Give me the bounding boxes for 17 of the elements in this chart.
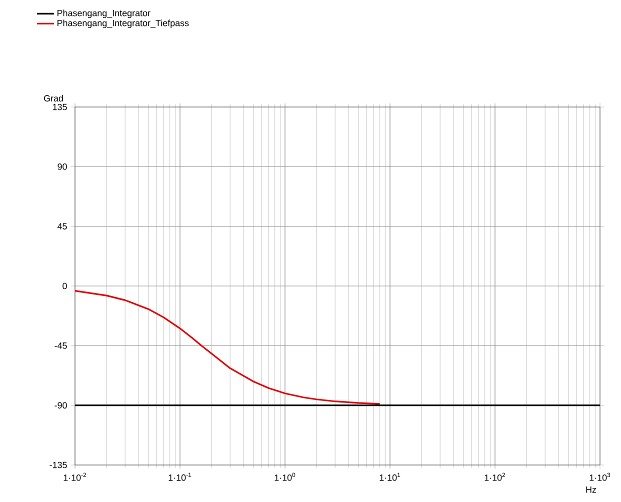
x-tick-label: 1·10$^{0}$: [274, 472, 296, 481]
y-tick-label: -90: [54, 402, 67, 409]
y-tick-label: -135: [50, 462, 67, 468]
legend-label: Phasengang_Integrator_Tiefpass: [58, 20, 189, 28]
x-tick-label: 1·10$^{3}$: [590, 472, 610, 481]
y-axis-title: Grad: [44, 94, 63, 102]
legend-label: Phasengang_Integrator: [58, 10, 150, 18]
x-tick-label: 1·10$^{1}$: [380, 472, 400, 481]
x-tick-label: 1·10$^{2}$: [484, 472, 506, 481]
x-tick-label: 1·10$^{-1}$: [168, 472, 192, 481]
y-tick-label: -45: [54, 342, 67, 349]
y-tick-label: 135: [52, 104, 67, 110]
y-tick-label: 90: [58, 163, 67, 170]
x-axis-title: Hz: [586, 486, 596, 493]
y-tick-label: 0: [62, 282, 67, 290]
y-tick-label: 45: [57, 223, 67, 230]
x-tick-label: 1·10$^{-2}$: [64, 472, 86, 481]
